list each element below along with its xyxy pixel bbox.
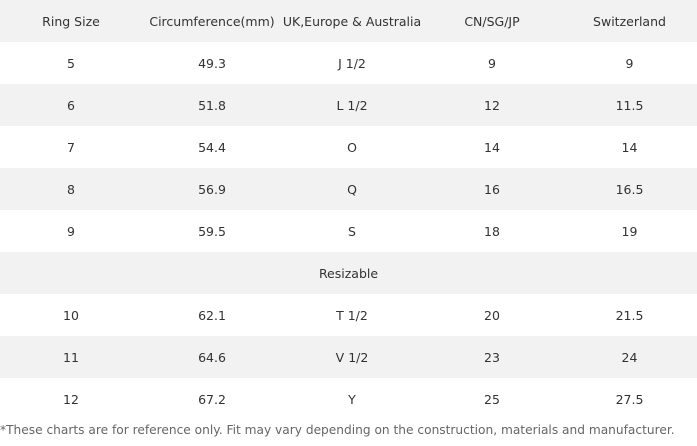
cell-cn-size: 12	[422, 84, 562, 126]
table-row: 10 62.1 T 1/2 20 21.5	[0, 294, 697, 336]
table-header-row: Ring Size Circumference(mm) UK,Europe & …	[0, 0, 697, 42]
table-row: 7 54.4 O 14 14	[0, 126, 697, 168]
cell-cn-size: 9	[488, 55, 496, 71]
cell-cn-size: 18	[484, 223, 500, 239]
cell-cn-size: 23	[422, 336, 562, 378]
cell-ch-size: 19	[621, 223, 638, 239]
cell-ch-size: 16.5	[562, 168, 697, 210]
cell-ch-size: 24	[562, 336, 697, 378]
cell-ring-size: 6	[0, 84, 142, 126]
table-row: 8 56.9 Q 16 16.5	[0, 168, 697, 210]
cell-ring-size: 7	[67, 139, 75, 155]
section-row-resizable: Resizable	[0, 252, 697, 294]
cell-circumference: 54.4	[198, 139, 226, 155]
cell-circumference: 59.5	[198, 223, 226, 239]
header-cn-sg-jp: CN/SG/JP	[422, 0, 562, 42]
cell-uk-size: O	[347, 139, 357, 155]
table-row: 5 49.3 J 1/2 9 9	[0, 42, 697, 84]
cell-circumference: 62.1	[198, 307, 226, 323]
header-circumference: Circumference(mm)	[142, 0, 282, 42]
table-row: 12 67.2 Y 25 27.5	[0, 378, 697, 420]
cell-ring-size: 9	[67, 223, 75, 239]
table-row: 6 51.8 L 1/2 12 11.5	[0, 84, 697, 126]
section-label-resizable: Resizable	[0, 252, 697, 294]
cell-uk-size: V 1/2	[282, 336, 422, 378]
table-row: 11 64.6 V 1/2 23 24	[0, 336, 697, 378]
cell-cn-size: 25	[484, 391, 500, 407]
cell-uk-size: S	[348, 223, 356, 239]
cell-ring-size: 11	[0, 336, 142, 378]
cell-circumference: 56.9	[142, 168, 282, 210]
cell-ring-size: 10	[63, 307, 79, 323]
cell-ring-size: 12	[63, 391, 79, 407]
cell-ring-size: 8	[0, 168, 142, 210]
cell-ring-size: 5	[67, 55, 75, 71]
cell-cn-size: 14	[484, 139, 500, 155]
cell-uk-size: Y	[348, 391, 356, 407]
cell-cn-size: 16	[422, 168, 562, 210]
cell-cn-size: 20	[484, 307, 500, 323]
cell-uk-size: L 1/2	[282, 84, 422, 126]
cell-uk-size: T 1/2	[336, 307, 368, 323]
header-switzerland: Switzerland	[562, 0, 697, 42]
cell-uk-size: J 1/2	[338, 55, 366, 71]
cell-circumference: 51.8	[142, 84, 282, 126]
table-row: 9 59.5 S 18 19	[0, 210, 697, 252]
header-ring-size: Ring Size	[0, 0, 142, 42]
cell-circumference: 64.6	[142, 336, 282, 378]
cell-circumference: 67.2	[198, 391, 226, 407]
cell-circumference: 49.3	[198, 55, 226, 71]
cell-uk-size: Q	[282, 168, 422, 210]
ring-size-table: Ring Size Circumference(mm) UK,Europe & …	[0, 0, 697, 420]
cell-ch-size: 9	[625, 55, 634, 71]
header-uk-europe-australia: UK,Europe & Australia	[282, 0, 422, 42]
cell-ch-size: 14	[621, 139, 638, 155]
cell-ch-size: 11.5	[562, 84, 697, 126]
cell-ch-size: 27.5	[615, 391, 644, 407]
cell-ch-size: 21.5	[615, 307, 644, 323]
reference-footnote: *These charts are for reference only. Fi…	[0, 423, 675, 437]
